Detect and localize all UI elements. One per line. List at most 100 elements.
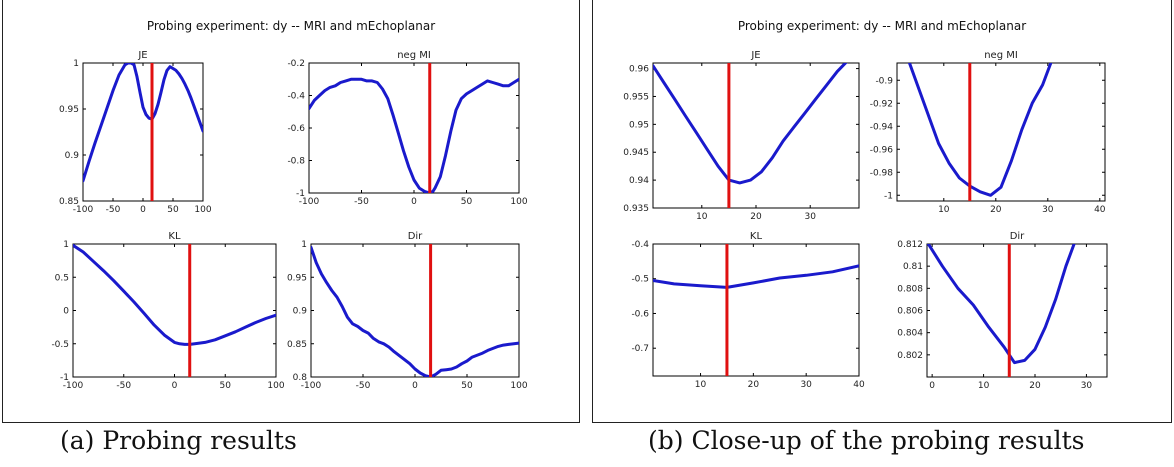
x-tick-label: 0 xyxy=(172,381,178,391)
x-tick-label: -50 xyxy=(106,205,121,215)
x-tick-label: 10 xyxy=(695,380,707,390)
y-tick-label: -0.8 xyxy=(287,157,305,167)
subplot-negmi-b: neg MI 10 20 30 40 -1 -0.98 -0.96 -0.94 -0.92 -0.9 xyxy=(870,50,1106,215)
y-tick-label: 1 xyxy=(301,240,307,250)
subplot-dir-a: Dir -100 -50 0 50 100 0.8 0.85 0.9 0.95 1 xyxy=(287,231,528,391)
x-tick-label: 50 xyxy=(220,381,232,391)
x-tick-label: 10 xyxy=(696,212,708,222)
x-tick-label: 20 xyxy=(750,212,762,222)
y-tick-label: 1 xyxy=(63,240,69,250)
y-tick-label: -0.5 xyxy=(51,340,69,350)
series-line xyxy=(653,264,859,289)
y-tick-label: -0.92 xyxy=(870,99,893,109)
x-tick-label: 100 xyxy=(510,381,527,391)
series-line xyxy=(83,63,203,183)
axes-frame xyxy=(72,243,277,378)
subplot-title: neg MI xyxy=(984,50,1018,61)
y-tick-label: 0.804 xyxy=(897,329,923,339)
y-tick-label: 0.95 xyxy=(629,120,649,130)
y-tick-label: 1 xyxy=(73,59,79,69)
subplot-title: neg MI xyxy=(397,50,431,61)
figure-suptitle: Probing experiment: dy -- MRI and mEchop… xyxy=(146,19,436,33)
series-line xyxy=(73,244,276,346)
x-tick-label: 20 xyxy=(1029,381,1041,391)
x-tick-label: -100 xyxy=(301,381,322,391)
y-tick-label: -0.6 xyxy=(287,124,305,134)
subplot-title: Dir xyxy=(408,231,423,242)
series-line xyxy=(907,63,1053,197)
y-tick-label: 0.5 xyxy=(55,273,69,283)
y-tick-label: 0.802 xyxy=(897,351,923,361)
y-tick-label: 0.95 xyxy=(287,273,307,283)
y-tick-label: -0.9 xyxy=(875,76,893,86)
x-tick-label: 0 xyxy=(140,205,146,215)
series-line xyxy=(309,77,519,193)
y-tick-label: 0.85 xyxy=(287,340,307,350)
panel-close-up: Probing experiment: dy -- MRI and mEchop… xyxy=(592,0,1172,423)
y-tick-label: -0.7 xyxy=(631,344,649,354)
y-tick-label: -0.4 xyxy=(631,240,649,250)
y-tick-label: 0.945 xyxy=(623,148,649,158)
x-tick-label: -50 xyxy=(356,381,371,391)
y-tick-label: -0.2 xyxy=(287,59,305,69)
subplot-kl-b: KL 10 20 30 40 -0.7 -0.6 -0.5 -0.4 xyxy=(631,231,865,390)
x-tick-label: 100 xyxy=(510,197,527,207)
y-tick-label: 0.955 xyxy=(623,92,649,102)
y-tick-label: -1 xyxy=(884,191,893,201)
x-tick-label: 0 xyxy=(412,381,418,391)
y-tick-label: 0.95 xyxy=(59,105,79,115)
y-tick-label: -0.94 xyxy=(870,122,894,132)
y-tick-label: -1 xyxy=(296,189,305,199)
x-tick-label: -100 xyxy=(299,197,320,207)
subplot-je-b: JE 10 20 30 0.935 0.94 0.945 0.95 0.955 0.96 xyxy=(623,50,860,222)
subplot-title: JE xyxy=(137,50,147,61)
series-line xyxy=(927,244,1076,365)
x-tick-label: 100 xyxy=(267,381,284,391)
subplot-title: KL xyxy=(168,231,181,242)
subplot-dir-b: Dir 0 10 20 30 0.802 0.804 0.806 0.808 0.81 0.812 xyxy=(897,231,1108,391)
x-tick-label: 30 xyxy=(1081,381,1093,391)
x-tick-label: 50 xyxy=(461,381,473,391)
y-tick-label: -0.5 xyxy=(631,275,649,285)
axes-frame xyxy=(896,62,1106,202)
subplot-title: KL xyxy=(750,231,763,242)
series-line xyxy=(311,245,519,377)
x-tick-label: 30 xyxy=(1042,205,1054,215)
x-tick-label: 100 xyxy=(194,205,211,215)
x-tick-label: 0 xyxy=(411,197,417,207)
y-tick-label: 0.96 xyxy=(629,65,649,75)
x-tick-label: -100 xyxy=(63,381,84,391)
y-tick-label: 0.81 xyxy=(903,262,923,272)
y-tick-label: 0.935 xyxy=(623,204,649,214)
subplot-title: Dir xyxy=(1010,231,1025,242)
subplot-kl-a: KL -100 -50 0 50 100 -1 -0.5 0 0.5 1 xyxy=(51,231,284,391)
y-tick-label: -0.98 xyxy=(870,168,894,178)
caption-b: (b) Close-up of the probing results xyxy=(648,426,1085,455)
x-tick-label: -50 xyxy=(354,197,369,207)
y-tick-label: 0.94 xyxy=(629,176,649,186)
subplot-negmi-a: neg MI -100 -50 0 50 100 -1 -0.8 -0.6 -0.4 -0.2 xyxy=(287,50,527,207)
x-tick-label: 50 xyxy=(461,197,473,207)
series-line xyxy=(653,63,848,185)
x-tick-label: 40 xyxy=(853,380,865,390)
axes-frame xyxy=(926,243,1108,378)
y-tick-label: 0 xyxy=(63,307,69,317)
y-tick-label: 0.808 xyxy=(897,284,923,294)
x-tick-label: -50 xyxy=(116,381,131,391)
x-tick-label: 0 xyxy=(929,381,935,391)
y-tick-label: -0.6 xyxy=(631,309,649,319)
y-tick-label: 0.9 xyxy=(293,307,308,317)
y-tick-label: -0.96 xyxy=(870,145,894,155)
panel-probing-results: Probing experiment: dy -- MRI and mEchop… xyxy=(2,0,580,423)
x-tick-label: 10 xyxy=(938,205,950,215)
x-tick-label: 20 xyxy=(748,380,760,390)
y-tick-label: 0.812 xyxy=(897,240,923,250)
axes-frame xyxy=(310,243,520,378)
x-tick-label: 20 xyxy=(990,205,1002,215)
y-tick-label: 0.806 xyxy=(897,307,923,317)
subplot-je-a: JE -100 -50 0 50 100 0.85 0.9 0.95 1 xyxy=(59,50,212,215)
axes-frame xyxy=(652,243,860,377)
subplot-title: JE xyxy=(750,50,760,61)
y-tick-label: 0.9 xyxy=(65,151,80,161)
y-tick-label: -0.4 xyxy=(287,92,305,102)
